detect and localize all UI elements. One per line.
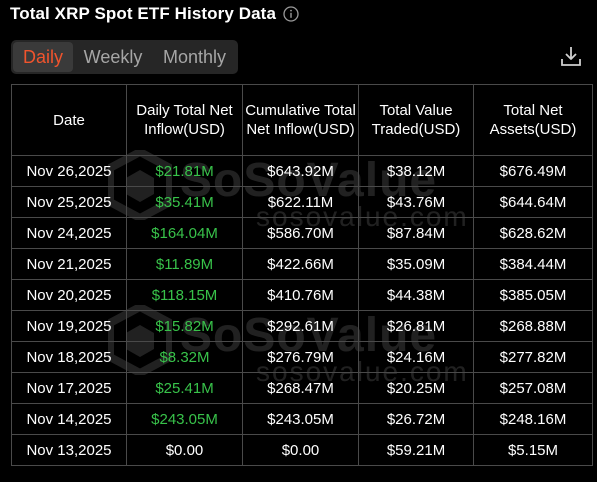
cell-value-traded: $26.81M [358, 310, 474, 342]
table-row: Nov 26,2025 $21.81M $643.92M $38.12M $676.49… [11, 155, 593, 187]
cell-net-assets: $628.62M [473, 217, 593, 249]
cell-value-traded: $44.38M [358, 279, 474, 311]
page-title: Total XRP Spot ETF History Data [10, 4, 277, 23]
table-row: Nov 14,2025 $243.05M $243.05M $26.72M $248.1… [11, 403, 593, 435]
column-header-daily-inflow[interactable]: Daily Total Net Inflow(USD) [126, 84, 243, 156]
tab-monthly[interactable]: Monthly [162, 46, 227, 67]
cell-value-traded: $43.76M [358, 186, 474, 218]
cell-cumulative-inflow: $0.00 [242, 434, 359, 466]
cell-daily-inflow: $21.81M [126, 155, 243, 187]
table-header-row: Date Daily Total Net Inflow(USD) Cumulat… [11, 84, 593, 156]
cell-date: Nov 26,2025 [11, 155, 127, 187]
cell-date: Nov 17,2025 [11, 372, 127, 404]
cell-date: Nov 14,2025 [11, 403, 127, 435]
cell-net-assets: $268.88M [473, 310, 593, 342]
cell-date: Nov 13,2025 [11, 434, 127, 466]
tab-daily[interactable]: Daily [13, 42, 73, 72]
cell-cumulative-inflow: $292.61M [242, 310, 359, 342]
table-row: Nov 20,2025 $118.15M $410.76M $44.38M $385.0… [11, 279, 593, 311]
column-header-date[interactable]: Date [11, 84, 127, 156]
cell-date: Nov 21,2025 [11, 248, 127, 280]
cell-cumulative-inflow: $622.11M [242, 186, 359, 218]
cell-value-traded: $26.72M [358, 403, 474, 435]
table-row: Nov 21,2025 $11.89M $422.66M $35.09M $384.44… [11, 248, 593, 280]
download-button[interactable] [559, 44, 583, 68]
column-header-cumulative-inflow[interactable]: Cumulative Total Net Inflow(USD) [242, 84, 359, 156]
cell-daily-inflow: $8.32M [126, 341, 243, 373]
table-row: Nov 24,2025 $164.04M $586.70M $87.84M $628.6… [11, 217, 593, 249]
cell-net-assets: $257.08M [473, 372, 593, 404]
cell-net-assets: $384.44M [473, 248, 593, 280]
cell-daily-inflow: $164.04M [126, 217, 243, 249]
table-row: Nov 13,2025 $0.00 $0.00 $59.21M $5.15M [11, 434, 593, 466]
cell-value-traded: $38.12M [358, 155, 474, 187]
cell-daily-inflow: $11.89M [126, 248, 243, 280]
cell-cumulative-inflow: $268.47M [242, 372, 359, 404]
cell-cumulative-inflow: $243.05M [242, 403, 359, 435]
period-tabs: Daily Weekly Monthly [11, 40, 238, 74]
info-circle-icon[interactable] [283, 6, 299, 22]
cell-cumulative-inflow: $643.92M [242, 155, 359, 187]
download-icon [561, 47, 581, 66]
cell-daily-inflow: $15.82M [126, 310, 243, 342]
cell-value-traded: $24.16M [358, 341, 474, 373]
cell-net-assets: $644.64M [473, 186, 593, 218]
cell-net-assets: $277.82M [473, 341, 593, 373]
cell-cumulative-inflow: $422.66M [242, 248, 359, 280]
cell-daily-inflow: $35.41M [126, 186, 243, 218]
table-row: Nov 17,2025 $25.41M $268.47M $20.25M $257.08… [11, 372, 593, 404]
table-row: Nov 18,2025 $8.32M $276.79M $24.16M $277.82M [11, 341, 593, 373]
cell-value-traded: $35.09M [358, 248, 474, 280]
etf-history-table: Date Daily Total Net Inflow(USD) Cumulat… [11, 84, 593, 466]
cell-date: Nov 20,2025 [11, 279, 127, 311]
cell-net-assets: $676.49M [473, 155, 593, 187]
cell-net-assets: $5.15M [473, 434, 593, 466]
table-row: Nov 19,2025 $15.82M $292.61M $26.81M $268.88… [11, 310, 593, 342]
cell-date: Nov 25,2025 [11, 186, 127, 218]
cell-net-assets: $248.16M [473, 403, 593, 435]
cell-cumulative-inflow: $586.70M [242, 217, 359, 249]
table-row: Nov 25,2025 $35.41M $622.11M $43.76M $644.64… [11, 186, 593, 218]
cell-daily-inflow: $118.15M [126, 279, 243, 311]
cell-cumulative-inflow: $276.79M [242, 341, 359, 373]
cell-value-traded: $87.84M [358, 217, 474, 249]
cell-date: Nov 18,2025 [11, 341, 127, 373]
cell-net-assets: $385.05M [473, 279, 593, 311]
cell-daily-inflow: $25.41M [126, 372, 243, 404]
tab-weekly[interactable]: Weekly [83, 46, 143, 67]
etf-history-table-container: Date Daily Total Net Inflow(USD) Cumulat… [11, 84, 593, 466]
cell-daily-inflow: $0.00 [126, 434, 243, 466]
cell-date: Nov 19,2025 [11, 310, 127, 342]
cell-daily-inflow: $243.05M [126, 403, 243, 435]
cell-cumulative-inflow: $410.76M [242, 279, 359, 311]
cell-value-traded: $59.21M [358, 434, 474, 466]
cell-value-traded: $20.25M [358, 372, 474, 404]
cell-date: Nov 24,2025 [11, 217, 127, 249]
column-header-net-assets[interactable]: Total Net Assets(USD) [473, 84, 593, 156]
page-header: Total XRP Spot ETF History Data [10, 0, 299, 28]
column-header-value-traded[interactable]: Total Value Traded(USD) [358, 84, 474, 156]
